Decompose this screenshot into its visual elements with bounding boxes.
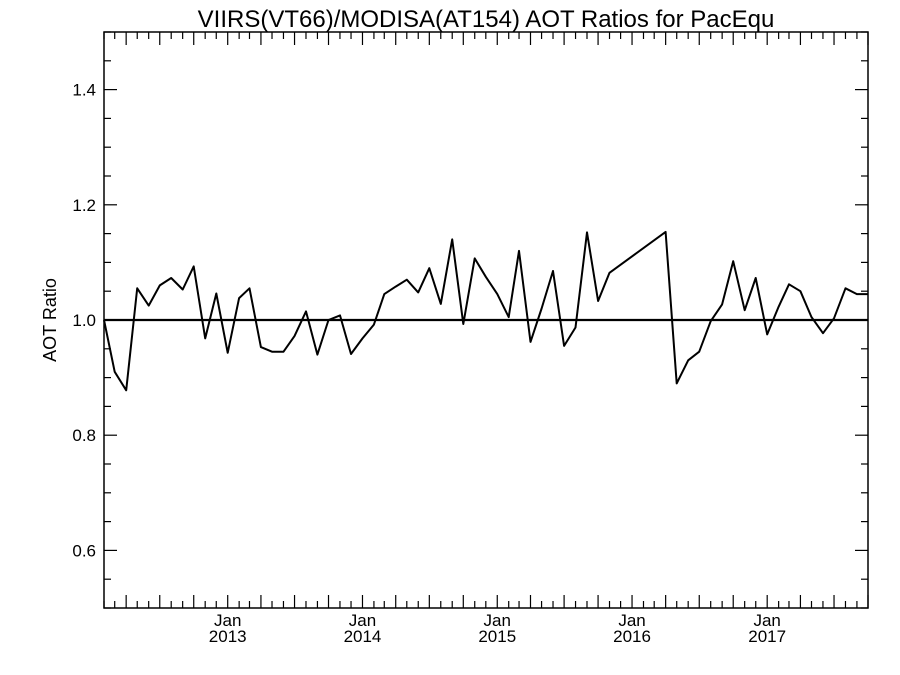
series-line <box>103 230 868 392</box>
y-tick-label: 1.0 <box>72 311 96 330</box>
x-tick-year: 2013 <box>209 627 247 646</box>
x-tick-year: 2017 <box>748 627 786 646</box>
plot-frame <box>103 31 869 609</box>
x-tick-year: 2016 <box>613 627 651 646</box>
x-tick-month: Jan <box>214 611 241 630</box>
y-tick-label: 0.6 <box>72 541 96 560</box>
y-tick-label: 0.8 <box>72 426 96 445</box>
y-tick-labels: 0.6 0.8 1.0 1.2 1.4 <box>72 81 96 561</box>
chart-title: VIIRS(VT66)/MODISA(AT154) AOT Ratios for… <box>198 6 775 33</box>
x-tick-month: Jan <box>618 611 645 630</box>
x-tick-year: 2014 <box>344 627 382 646</box>
y-axis-label: AOT Ratio <box>40 278 60 362</box>
x-tick-year: 2015 <box>478 627 516 646</box>
y-tick-label: 1.4 <box>72 81 96 100</box>
x-tick-month: Jan <box>349 611 376 630</box>
x-tick-month: Jan <box>753 611 780 630</box>
x-tick-month: Jan <box>484 611 511 630</box>
axis-ticks <box>103 31 869 609</box>
y-tick-label: 1.2 <box>72 196 96 215</box>
